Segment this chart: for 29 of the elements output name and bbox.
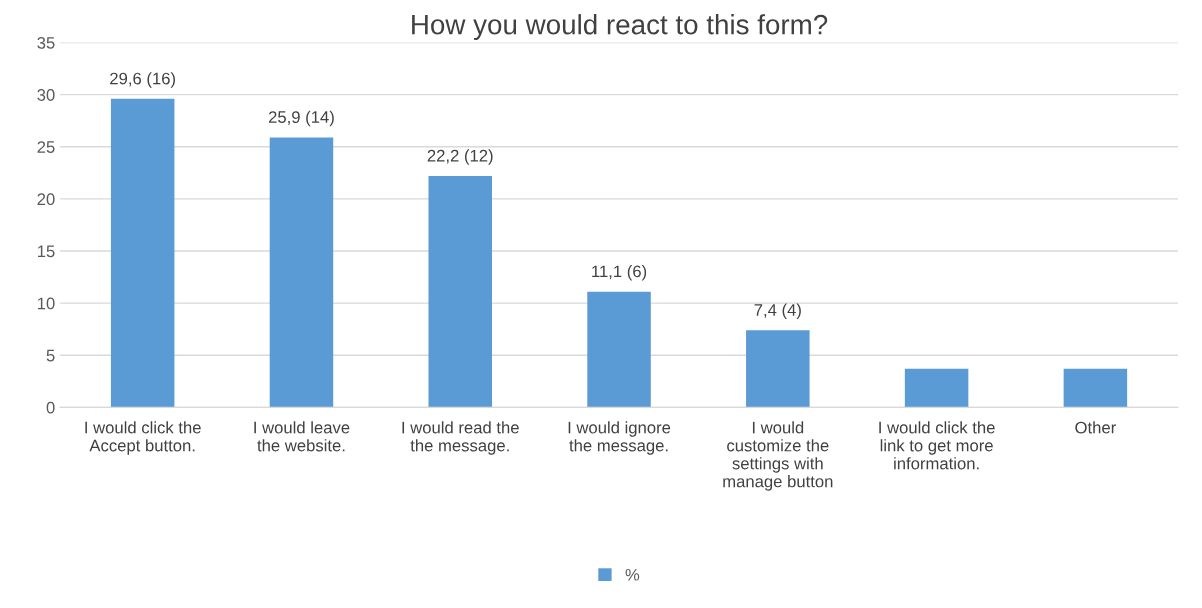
data-label: 11,1 (6) [592, 265, 647, 281]
y-tick-label: 15 [37, 245, 55, 258]
x-tick-label: I would read the the message. [402, 421, 519, 455]
y-tick-label: 35 [37, 36, 55, 49]
bar [428, 175, 492, 408]
x-tick-label: I would leave the website. [254, 421, 350, 452]
y-tick-label: 30 [37, 89, 55, 101]
data-label: 22,2 (12) [427, 149, 493, 165]
y-tick-label: 20 [37, 193, 55, 206]
y-tick-label: 5 [46, 349, 55, 362]
y-tick-label: 0 [46, 401, 55, 414]
data-label: 7,4 (4) [754, 303, 801, 320]
chart-title: How you would react to this form? [412, 14, 828, 40]
x-tick-label: I would ignore the message. [568, 421, 671, 455]
bar [1063, 368, 1128, 408]
bar [587, 291, 651, 408]
x-tick-label: I would click the Accept button. [85, 421, 201, 455]
bar [904, 368, 969, 408]
legend-label: % [625, 568, 640, 581]
y-tick-label: 10 [37, 297, 55, 310]
bar [269, 137, 334, 408]
data-label: 29,6 (16) [110, 72, 175, 88]
bar [746, 330, 810, 408]
bar [110, 98, 175, 408]
x-tick-label: Other [1075, 421, 1116, 434]
data-label: 25,9 (14) [268, 110, 334, 127]
x-tick-label: I would click the link to get more information. [879, 421, 995, 470]
y-tick-label: 25 [37, 141, 55, 153]
x-tick-label: I would customize the settings with manage button [723, 421, 833, 491]
